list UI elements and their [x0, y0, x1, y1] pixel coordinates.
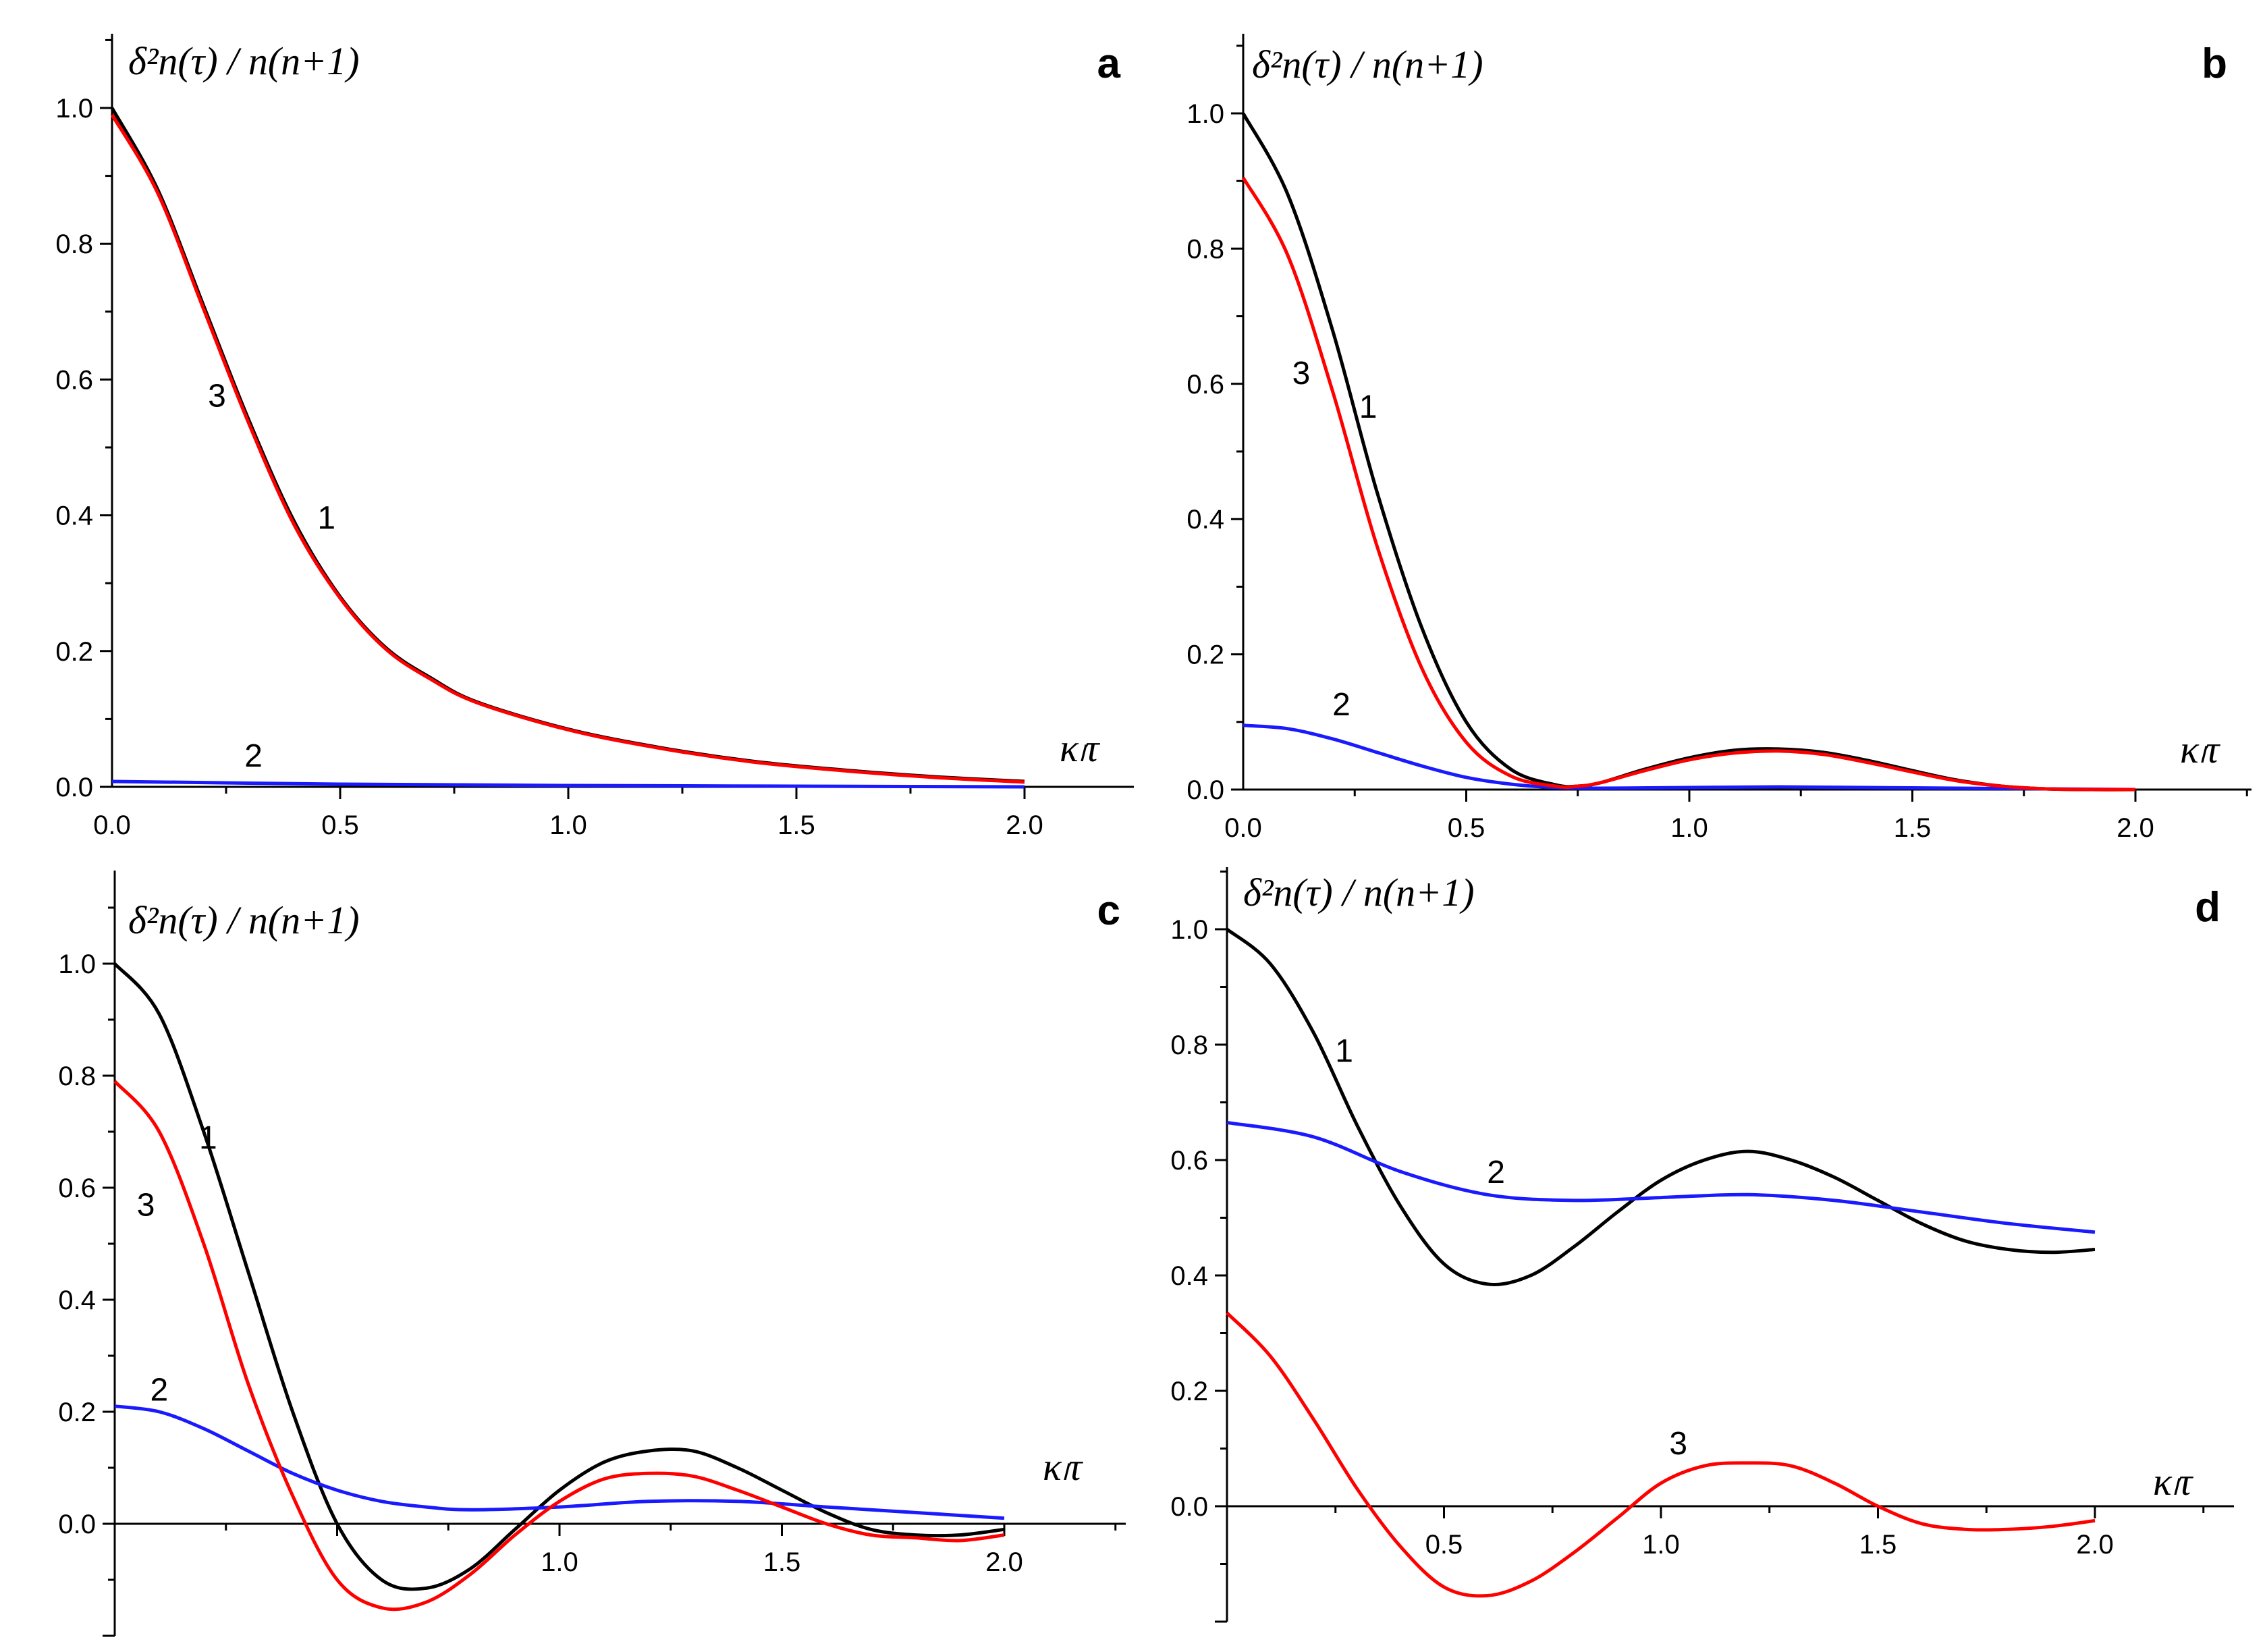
curve-label-2: 2 — [1332, 687, 1350, 723]
curve-label-2: 2 — [1487, 1155, 1505, 1190]
series-line-1 — [1226, 928, 2096, 1286]
y-tick-label: 1.0 — [1186, 99, 1224, 129]
series-line-2 — [111, 779, 1025, 789]
x-tick-label: 1.5 — [777, 810, 815, 840]
chart-panel-a: 0.0 0.2 0.4 0.6 0.8 1.0 0.0 0.5 1.0 1.5 2.0 3 1 2 δ²n(… — [55, 34, 1134, 840]
curve-label-2: 2 — [151, 1372, 169, 1408]
x-tick-label: 1.5 — [1894, 813, 1932, 843]
x-tick-label: 0.0 — [93, 810, 131, 840]
y-tick-label: 0.6 — [55, 365, 93, 395]
x-axis-label: κₗτ — [1043, 1445, 1083, 1489]
x-axis-label: κₗτ — [2180, 727, 2220, 771]
curve-label-3: 3 — [208, 379, 226, 414]
y-tick-label: 0.2 — [1186, 640, 1224, 670]
series-line-2 — [1243, 723, 2136, 792]
x-tick-label: 1.0 — [1642, 1530, 1680, 1560]
x-tick-label: 1.0 — [1670, 813, 1708, 843]
panel-letter: c — [1097, 887, 1120, 934]
y-tick-label: 0.4 — [55, 501, 93, 531]
curve-label-3: 3 — [1669, 1426, 1687, 1462]
y-tick-label: 0.0 — [55, 773, 93, 802]
y-axis-label: δ²n(τ) / n(n+1) — [1252, 43, 1483, 86]
x-tick-label: 0.5 — [1448, 813, 1485, 843]
x-tick-label: 2.0 — [985, 1547, 1023, 1577]
y-tick-label: 0.6 — [1170, 1146, 1208, 1176]
x-tick-label: 0.5 — [1425, 1530, 1463, 1560]
y-tick-label: 0.8 — [58, 1062, 96, 1091]
y-tick-label: 1.0 — [58, 949, 96, 979]
y-tick-label: 0.6 — [1186, 370, 1224, 400]
x-axis-label: κₗτ — [1060, 726, 1100, 770]
y-tick-label: 1.0 — [1170, 915, 1208, 945]
y-tick-label: 0.8 — [55, 229, 93, 259]
chart-panel-d: 0.0 0.2 0.4 0.6 0.8 1.0 0.5 1.0 1.5 2.0 1 2 3 δ²n(τ) … — [1170, 867, 2234, 1623]
x-tick-label: 1.0 — [549, 810, 587, 840]
y-tick-label: 0.4 — [58, 1286, 96, 1315]
series-line-3 — [110, 113, 1025, 784]
y-tick-label: 1.0 — [55, 94, 93, 123]
series-line-2 — [114, 1404, 1005, 1520]
panel-letter: b — [2202, 40, 2227, 87]
series-line-3 — [113, 1080, 1005, 1612]
panel-letter: a — [1097, 40, 1121, 87]
x-tick-label: 2.0 — [1006, 810, 1043, 840]
x-tick-label: 2.0 — [2076, 1530, 2114, 1560]
x-tick-label: 1.5 — [1859, 1530, 1897, 1560]
panel-letter: d — [2195, 884, 2220, 931]
y-axis-label: δ²n(τ) / n(n+1) — [128, 898, 360, 942]
y-tick-label: 0.0 — [1170, 1492, 1208, 1522]
series-line-3 — [1241, 176, 2136, 792]
y-axis-label: δ²n(τ) / n(n+1) — [128, 39, 360, 83]
y-tick-label: 0.8 — [1186, 234, 1224, 264]
x-tick-label: 1.0 — [541, 1547, 578, 1577]
y-tick-label: 0.0 — [58, 1510, 96, 1539]
y-tick-label: 0.4 — [1170, 1261, 1208, 1291]
y-tick-label: 0.6 — [58, 1174, 96, 1203]
y-tick-label: 0.2 — [1170, 1377, 1208, 1406]
y-tick-label: 0.0 — [1186, 775, 1224, 805]
curve-label-3: 3 — [1292, 356, 1311, 391]
curve-label-2: 2 — [244, 738, 263, 774]
series-line-3 — [1226, 1311, 2096, 1598]
series-line-2 — [1226, 1120, 2096, 1234]
y-tick-label: 0.8 — [1170, 1030, 1208, 1060]
y-tick-label: 0.2 — [55, 637, 93, 667]
y-tick-label: 0.2 — [58, 1398, 96, 1427]
x-tick-label: 0.5 — [321, 810, 359, 840]
curve-label-1: 1 — [317, 501, 335, 536]
series-line-1 — [113, 962, 1005, 1591]
curve-label-1: 1 — [199, 1120, 217, 1156]
chart-panel-b: 0.0 0.2 0.4 0.6 0.8 1.0 0.0 0.5 1.0 1.5 2.0 3 1 2 δ²n(… — [1186, 34, 2252, 843]
x-axis-label: κₗτ — [2153, 1460, 2193, 1504]
chart-panel-c: 0.0 0.2 0.4 0.6 0.8 1.0 1.0 1.5 2.0 1 3 2 δ²n(τ) / n… — [58, 871, 1126, 1637]
y-tick-label: 0.4 — [1186, 505, 1224, 534]
curve-label-1: 1 — [1335, 1034, 1353, 1070]
x-tick-label: 2.0 — [2117, 813, 2154, 843]
curve-label-3: 3 — [137, 1188, 155, 1223]
curve-label-1: 1 — [1359, 389, 1377, 425]
x-tick-label: 1.5 — [763, 1547, 801, 1577]
x-tick-label: 0.0 — [1224, 813, 1262, 843]
y-axis-label: δ²n(τ) / n(n+1) — [1243, 871, 1475, 914]
